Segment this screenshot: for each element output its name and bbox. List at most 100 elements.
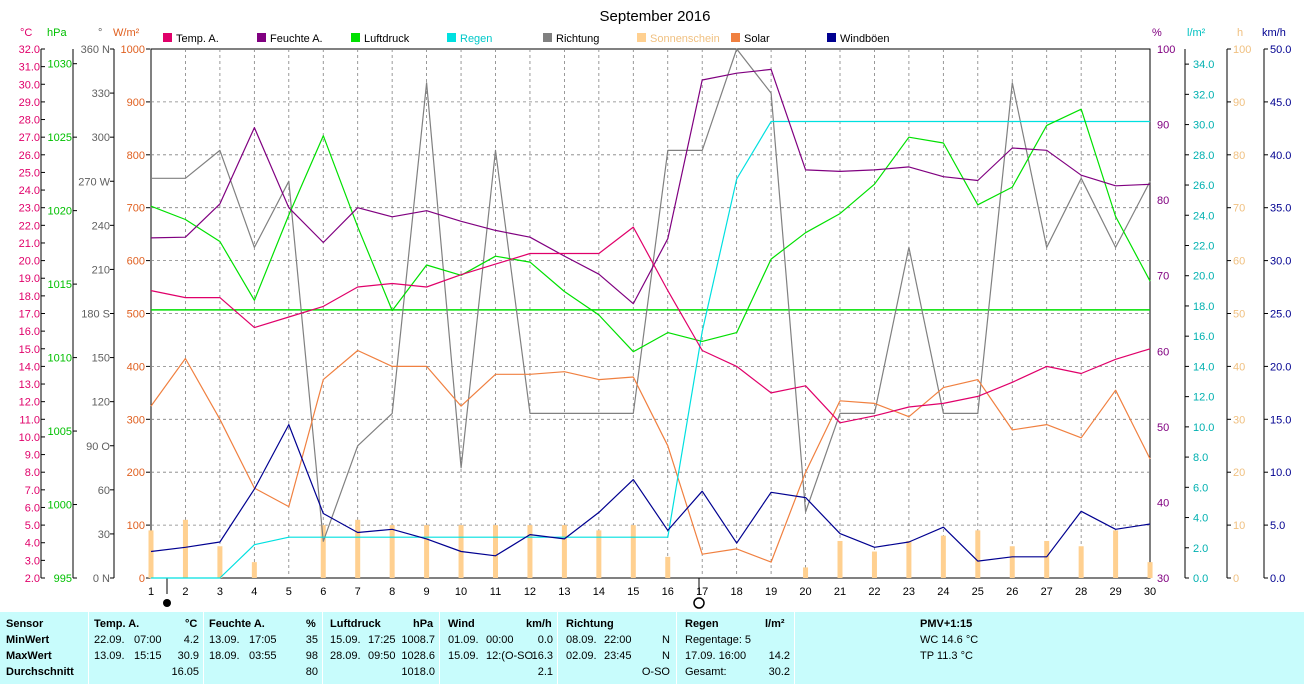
temp-axis-tick: 13.0 [19, 379, 40, 391]
temp-axis-tick: 6.0 [25, 502, 40, 514]
richtung-min-date: 08.09. [566, 634, 597, 646]
sunshine-axis-tick: 10 [1233, 520, 1245, 532]
pressure-axis-tick: 1015 [48, 279, 72, 291]
direction-axis-tick: 210 [92, 264, 110, 276]
luftdruck-max-value: 1028.6 [401, 650, 435, 662]
solar-axis-tick: 800 [127, 150, 145, 162]
rain-axis-tick: 34.0 [1193, 59, 1214, 71]
direction-unit-label: ° [98, 27, 102, 39]
feuchte-header: Feuchte A. [209, 618, 265, 630]
x-tick-label: 10 [455, 586, 467, 598]
richtung-header: Richtung [566, 618, 614, 630]
direction-axis-tick: 90 O [86, 441, 110, 453]
direction-axis-tick: 300 [92, 132, 110, 144]
series-line-luftdruck [150, 108, 1151, 353]
grid [150, 48, 1151, 579]
rain-axis-tick: 6.0 [1193, 482, 1208, 494]
series-line-solar [150, 349, 1151, 563]
luftdruck-avg-value: 1018.0 [401, 666, 435, 678]
direction-axis-tick: 330 [92, 88, 110, 100]
luftdruck-min-value: 1008.7 [401, 634, 435, 646]
regen-days: Regentage: 5 [685, 634, 752, 646]
temp-axis-tick: 3.0 [25, 555, 40, 567]
wind-max-value: 16.3 [531, 650, 553, 662]
x-tick-label: 1 [148, 586, 154, 598]
legend-label: Regen [460, 33, 492, 45]
sensor-header: Sensor [6, 618, 44, 630]
temp-axis-tick: 24.0 [19, 185, 40, 197]
temp-axis-tick: 15.0 [19, 344, 40, 356]
temp-axis-tick: 28.0 [19, 115, 40, 127]
direction-axis-tick: 0 N [93, 573, 110, 585]
pmv-column: PMV+1:15 WC 14.6 °C TP 11.3 °C [795, 612, 1104, 684]
humidity-axis-tick: 100 [1157, 44, 1175, 56]
luftdruck-min-date: 15.09. [330, 634, 361, 646]
temp-axis-tick: 30.0 [19, 79, 40, 91]
humidity-axis-tick: 50 [1157, 422, 1169, 434]
solar-axis-tick: 300 [127, 414, 145, 426]
sunshine-axis-tick: 60 [1233, 256, 1245, 268]
sunshine-bar [837, 540, 843, 578]
temp-axis-tick: 14.0 [19, 361, 40, 373]
dewpoint-value: TP 11.3 °C [920, 650, 973, 662]
direction-axis-tick: 270 W [78, 176, 110, 188]
row-label-min: MinWert [6, 634, 50, 646]
rain-axis-tick: 22.0 [1193, 240, 1214, 252]
series-line-windböen [150, 424, 1151, 562]
rain-axis-tick: 4.0 [1193, 513, 1208, 525]
wind-min-date: 01.09. [448, 634, 479, 646]
sunshine-bar [975, 530, 981, 578]
feuchte-column: Feuchte A. % 13.09. 17:05 35 18.09. 03:5… [204, 612, 323, 684]
sunshine-bar [389, 525, 395, 578]
wind-axis-tick: 0.0 [1270, 573, 1285, 585]
x-tick-label: 15 [627, 586, 639, 598]
legend-label: Solar [744, 33, 770, 45]
sunshine-bar [527, 525, 533, 578]
feuchte-unit: % [306, 618, 316, 630]
sunshine-bar [561, 525, 567, 578]
solar-axis-tick: 500 [127, 309, 145, 321]
direction-axis-tick: 180 S [81, 309, 110, 321]
legend-label: Feuchte A. [270, 33, 323, 45]
humidity-axis-tick: 70 [1157, 271, 1169, 283]
sunshine-axis-tick: 30 [1233, 414, 1245, 426]
temp-axis-tick: 31.0 [19, 62, 40, 74]
sunshine-bar [493, 525, 498, 578]
regen-total-label: Gesamt: [685, 666, 727, 678]
temp-axis-tick: 32.0 [19, 44, 40, 56]
luftdruck-min-time: 17:25 [368, 634, 396, 646]
direction-axis-tick: 30 [98, 529, 110, 541]
wind-axis-tick: 15.0 [1270, 414, 1291, 426]
x-tick-label: 12 [524, 586, 536, 598]
sunshine-bars [148, 519, 1153, 578]
wind-axis-tick: 35.0 [1270, 203, 1291, 215]
sunshine-bar [665, 556, 671, 578]
temp-axis-tick: 8.0 [25, 467, 40, 479]
temp-axis-tick: 27.0 [19, 132, 40, 144]
legend-swatch [637, 33, 646, 42]
pressure-axis-tick: 995 [54, 573, 72, 585]
pressure-axis-tick: 1025 [48, 132, 72, 144]
x-tick-label: 23 [903, 586, 915, 598]
legend-label: Sonnenschein [650, 33, 720, 45]
pressure-axis-tick: 1005 [48, 426, 72, 438]
rain-axis-tick: 16.0 [1193, 331, 1214, 343]
x-tick-label: 27 [1041, 586, 1053, 598]
rain-axis-tick: 14.0 [1193, 361, 1214, 373]
x-tick-label: 2 [182, 586, 188, 598]
wind-axis-tick: 5.0 [1270, 520, 1285, 532]
rain-axis-tick: 12.0 [1193, 392, 1214, 404]
richtung-min-time: 22:00 [604, 634, 632, 646]
temp-axis-tick: 5.0 [25, 520, 40, 532]
regen-column: Regen l/m² Regentage: 5 17.09. 16:00 14.… [677, 612, 795, 684]
temp-avg-value: 16.05 [171, 666, 199, 678]
temp-axis-tick: 19.0 [19, 273, 40, 285]
sunshine-unit-label: h [1237, 27, 1243, 39]
sunshine-bar [182, 519, 188, 578]
legend: Temp. A. Feuchte A. Luftdruck Regen Richtung… [163, 33, 890, 45]
sunshine-axis-tick: 0 [1233, 573, 1239, 585]
temp-axis-tick: 11.0 [19, 414, 40, 426]
x-tick-label: 19 [765, 586, 777, 598]
temp-axis-tick: 9.0 [25, 450, 40, 462]
direction-axis-tick: 150 [92, 353, 110, 365]
